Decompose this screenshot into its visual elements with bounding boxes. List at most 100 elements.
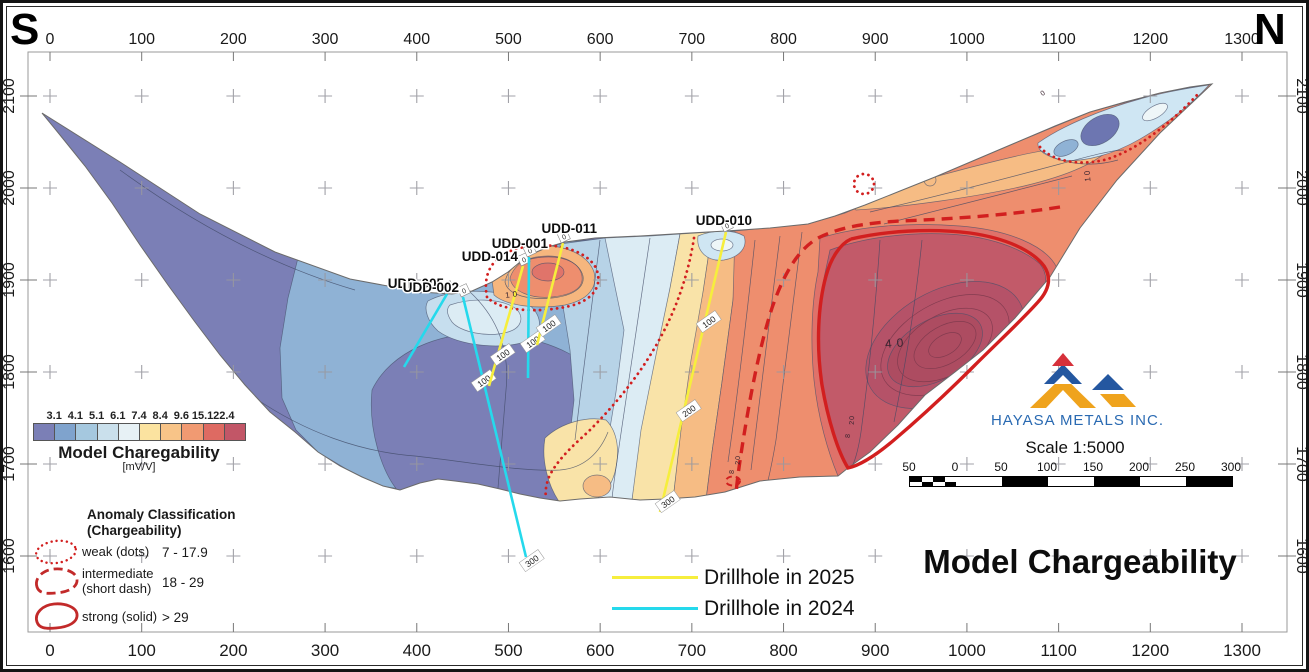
- left-tick-label: 2000: [1, 170, 18, 206]
- colorbar-tick-label: 4.1: [67, 410, 84, 422]
- drillhole-2025-legend-label: Drillhole in 2025: [704, 566, 855, 589]
- scalebar-check-cell: [910, 481, 922, 486]
- grid-plus: [868, 549, 883, 563]
- grid-plus: [684, 273, 699, 287]
- bottom-tick-label: 1300: [1223, 641, 1261, 660]
- grid-plus: [959, 181, 974, 195]
- drillhole-name-label: UDD-010: [696, 213, 752, 228]
- grid-plus: [776, 457, 791, 471]
- drillhole-name-label: UDD-005: [388, 276, 445, 291]
- grid-plus: [959, 457, 974, 471]
- strong-anomaly-range: > 29: [162, 609, 189, 625]
- depth-label-box: [675, 399, 702, 423]
- top-tick-label: 0: [46, 31, 55, 48]
- drillhole-2025-legend-line: [612, 576, 698, 579]
- grid-plus: [868, 273, 883, 287]
- grid-plus: [684, 181, 699, 195]
- drillhole-name-label: UDD-011: [541, 221, 597, 236]
- collar-depth-label: 0: [461, 288, 468, 296]
- grid-plus: [134, 89, 149, 103]
- grid-plus: [318, 457, 333, 471]
- drillhole-name-label: UDD-014: [462, 249, 519, 264]
- grid-plus: [318, 549, 333, 563]
- grid-plus: [43, 365, 57, 379]
- grid-plus: [1051, 181, 1066, 195]
- top-tick-label: 1000: [949, 31, 985, 48]
- grid-plus: [593, 457, 608, 471]
- colorbar-tick-label: 9.6: [173, 410, 190, 422]
- grid-plus: [134, 365, 149, 379]
- scalebar-label: 300: [1220, 460, 1242, 474]
- top-tick-label: 700: [678, 31, 705, 48]
- anomaly-legend-title-line2: (Chargeability): [87, 523, 182, 539]
- colorbar-tick-label: 22.4: [213, 410, 235, 422]
- scalebar-segment: [1186, 477, 1232, 486]
- colorbar-swatch: [97, 424, 119, 440]
- collar-depth-label: 0: [561, 234, 568, 242]
- scalebar-check-cell: [910, 477, 922, 482]
- south-label: S: [10, 5, 40, 54]
- colorbar-title: Model Charegability: [58, 443, 220, 462]
- colorbar-swatch: [139, 424, 162, 440]
- grid-plus: [501, 365, 516, 379]
- section-outline: [41, 83, 1214, 502]
- grid-plus: [593, 273, 608, 287]
- figure-title: Model Chargeability: [923, 543, 1237, 580]
- grid-plus: [43, 89, 57, 103]
- anomaly-legend-title: Anomaly Classification (Chargeability): [87, 507, 236, 539]
- collar-marker: 0: [522, 243, 537, 258]
- bottom-tick-label: 1200: [1131, 641, 1169, 660]
- grid-plus: [134, 549, 149, 563]
- weak-anomaly-icon: [34, 539, 78, 565]
- axis-labels: 0 100 200 300 400 500 600 700 800 900 1000 1100 1200…: [1, 31, 1309, 660]
- grid-plus: [226, 273, 241, 287]
- right-tick-label: 2100: [1293, 78, 1309, 114]
- drillhole-2024-legend-label: Drillhole in 2024: [704, 597, 855, 620]
- grid-plus: [959, 273, 974, 287]
- collar-depth-label: 0: [527, 248, 534, 256]
- intermediate-anomaly-label: intermediate (short dash): [82, 566, 154, 596]
- bottom-tick-label: 500: [494, 641, 522, 660]
- right-tick-label: 2000: [1293, 170, 1309, 206]
- scalebar-segment: [1048, 477, 1094, 486]
- grid-plus: [684, 457, 699, 471]
- grid-plus: [593, 89, 608, 103]
- grid-plus: [776, 365, 791, 379]
- colorbar-swatch: [55, 424, 77, 440]
- bottom-tick-label: 1000: [948, 641, 986, 660]
- collar-box: [719, 218, 734, 233]
- grid-plus: [409, 181, 424, 195]
- drillhole-name-label: UDD-002: [403, 280, 459, 295]
- contour-value-label: 20: [735, 455, 742, 465]
- grid-plus: [226, 549, 241, 563]
- scalebar-bar: [909, 476, 1233, 487]
- top-tick-label: 400: [403, 31, 430, 48]
- drillhole-trace: [487, 265, 525, 387]
- grid-plus: [776, 89, 791, 103]
- scalebar-check-cell: [921, 481, 933, 486]
- grid-plus: [1051, 273, 1066, 287]
- grid-plus: [43, 181, 57, 195]
- collar-depth-label: 0: [521, 257, 528, 265]
- top-tick-label: 1300: [1224, 31, 1260, 48]
- top-tick-label: 800: [770, 31, 797, 48]
- scalebar-label: 150: [1082, 460, 1104, 474]
- zone-anomaly-blob-core: [531, 262, 565, 282]
- colorbar-tick-label: 15.1: [191, 410, 214, 422]
- scalebar-check-cell: [921, 477, 933, 482]
- grid-plus: [684, 89, 699, 103]
- grid-plus: [1143, 273, 1158, 287]
- collar-box: [522, 243, 537, 258]
- right-tick-label: 1900: [1293, 262, 1309, 298]
- anomaly-legend-title-line1: Anomaly Classification: [87, 507, 236, 522]
- grid-plus: [318, 89, 333, 103]
- grid-plus: [409, 89, 424, 103]
- grid-plus: [776, 273, 791, 287]
- grid-plus: [1235, 181, 1249, 195]
- contour-value-label: 40: [884, 335, 908, 351]
- grid-plus: [409, 457, 424, 471]
- zone-orange-pocket: [582, 474, 612, 498]
